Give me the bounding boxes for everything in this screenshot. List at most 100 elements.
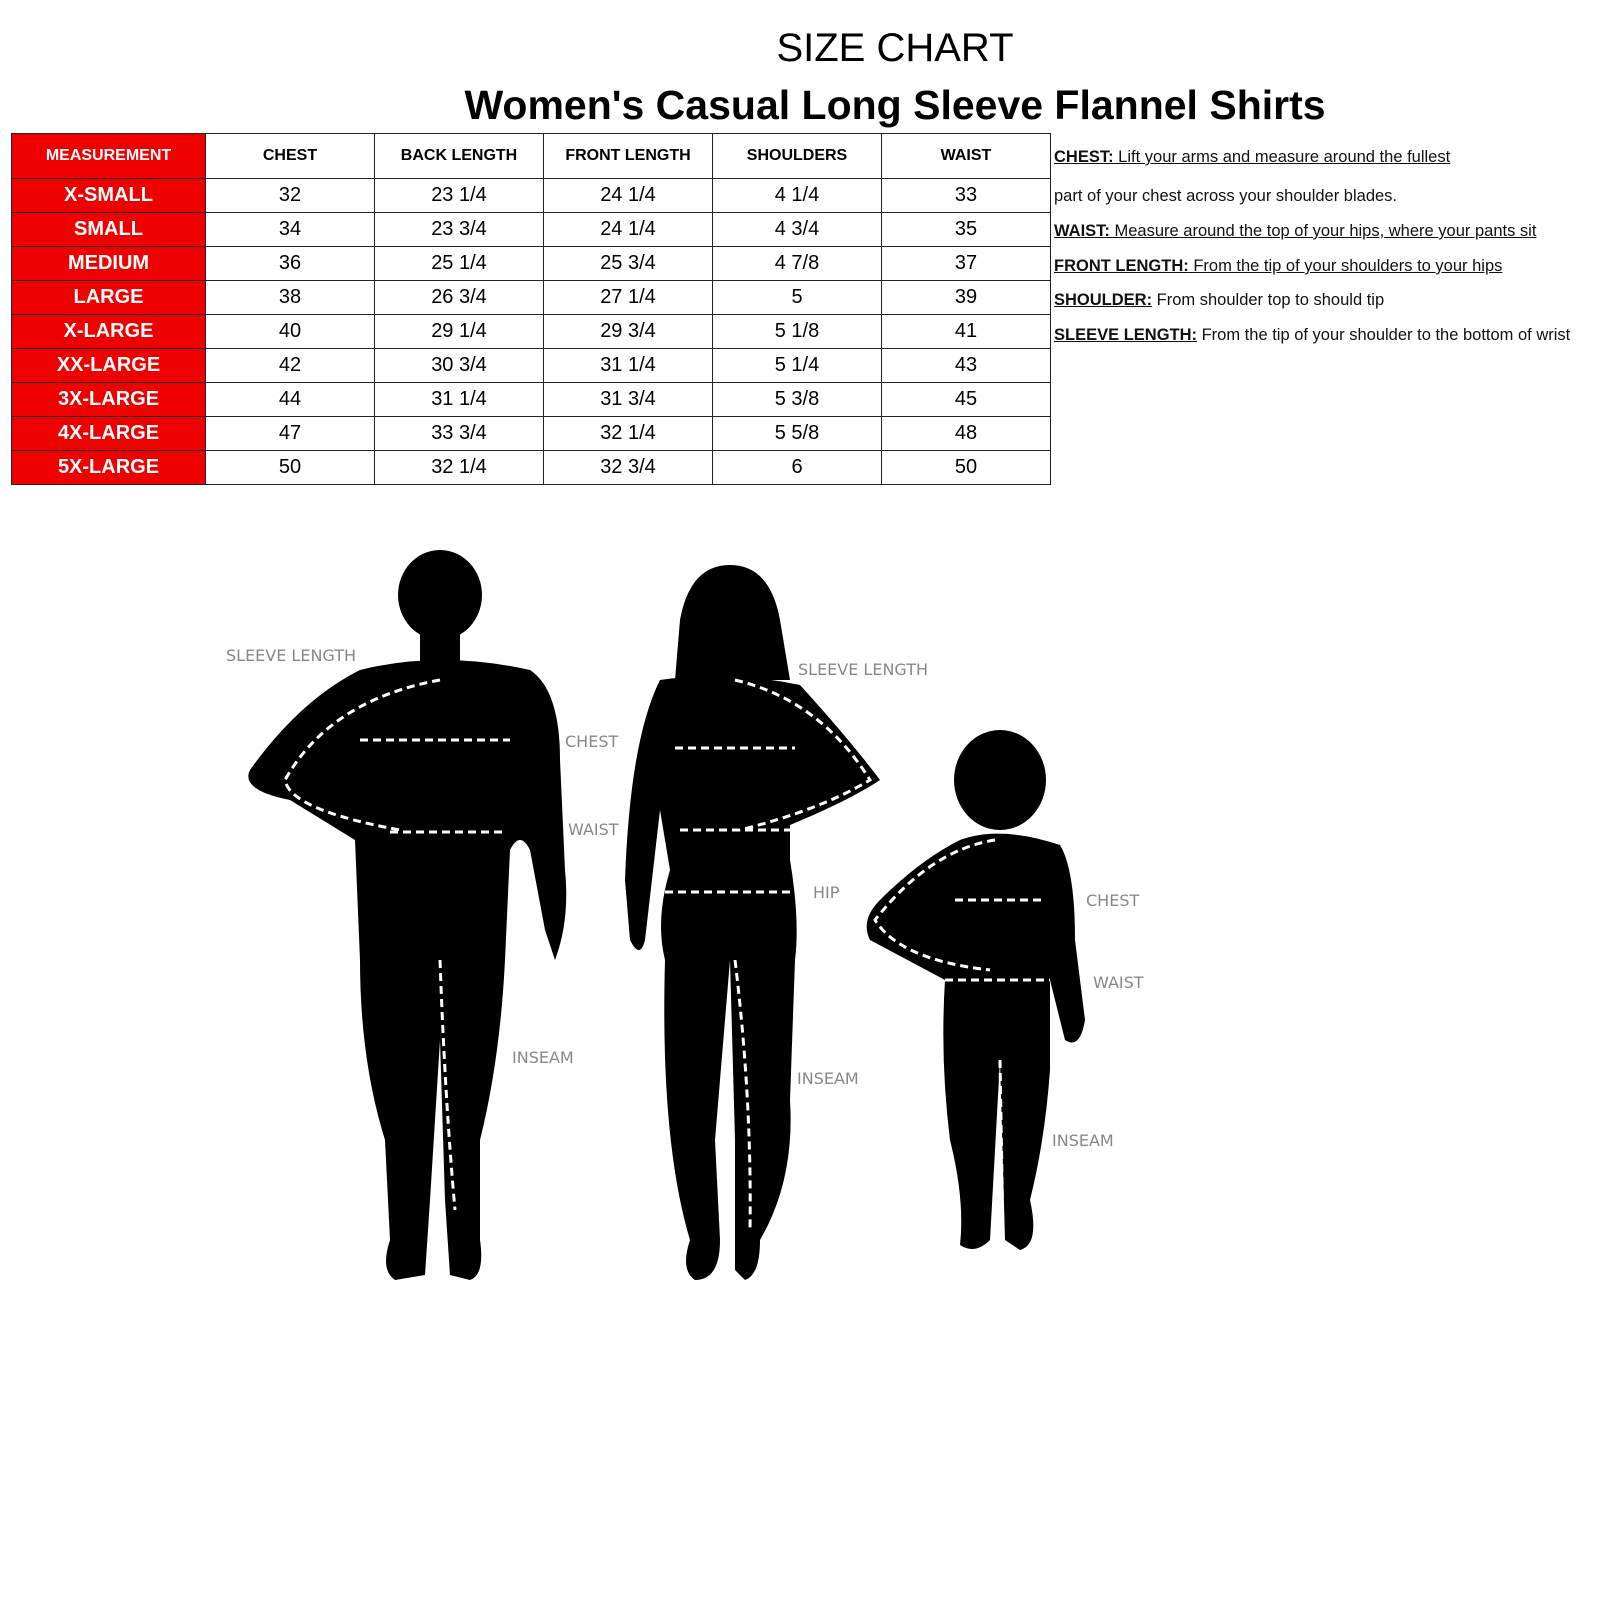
note-text: From the tip of your shoulder to the bot… xyxy=(1197,326,1571,344)
measurement-cell: 50 xyxy=(881,450,1051,485)
woman-silhouette xyxy=(625,565,880,1280)
measurement-cell: 29 3/4 xyxy=(543,314,713,349)
child-silhouette xyxy=(866,730,1085,1250)
note-label: WAIST: xyxy=(1054,222,1110,240)
size-label: X-LARGE xyxy=(11,314,206,349)
table-row: MEDIUM 36 25 1/4 25 3/4 4 7/8 37 xyxy=(11,246,1051,281)
measurement-cell: 40 xyxy=(205,314,375,349)
measurement-cell: 5 1/4 xyxy=(712,348,882,383)
note-sleeve-length: SLEEVE LENGTH: From the tip of your shou… xyxy=(1054,326,1570,345)
label-man-sleeve: SLEEVE LENGTH xyxy=(226,646,356,665)
measurement-dashes xyxy=(283,678,1050,1241)
note-shoulder: SHOULDER: From shoulder top to should ti… xyxy=(1054,291,1384,310)
table-row: 5X-LARGE 50 32 1/4 32 3/4 6 50 xyxy=(11,450,1051,485)
measurement-cell: 33 xyxy=(881,178,1051,213)
note-text: Lift your arms and measure around the fu… xyxy=(1113,148,1451,166)
label-woman-inseam: INSEAM xyxy=(797,1069,859,1088)
measurement-cell: 6 xyxy=(712,450,882,485)
measurement-cell: 4 3/4 xyxy=(712,212,882,247)
label-child-chest: CHEST xyxy=(1086,891,1139,910)
table-row: XX-LARGE 42 30 3/4 31 1/4 5 1/4 43 xyxy=(11,348,1051,383)
note-label: FRONT LENGTH: xyxy=(1054,257,1189,275)
size-table: MEASUREMENT CHEST BACK LENGTH FRONT LENG… xyxy=(11,133,1051,485)
size-label: MEDIUM xyxy=(11,246,206,281)
measurement-cell: 39 xyxy=(881,280,1051,315)
page-subtitle: Women's Casual Long Sleeve Flannel Shirt… xyxy=(464,82,1326,128)
measurement-cell: 32 3/4 xyxy=(543,450,713,485)
measurement-cell: 24 1/4 xyxy=(543,178,713,213)
size-label: XX-LARGE xyxy=(11,348,206,383)
measurement-cell: 5 xyxy=(712,280,882,315)
note-text: Measure around the top of your hips, whe… xyxy=(1109,222,1537,240)
body-measurement-illustration: SLEEVE LENGTH CHEST WAIST INSEAM SLEEVE … xyxy=(226,550,1144,1280)
header-chest: CHEST xyxy=(205,133,375,179)
measurement-cell: 5 3/8 xyxy=(712,382,882,417)
note-chest: CHEST: Lift your arms and measure around… xyxy=(1054,148,1450,167)
measurement-cell: 45 xyxy=(881,382,1051,417)
note-text: part of your chest across your shoulder … xyxy=(1054,187,1398,205)
header-front-length: FRONT LENGTH xyxy=(543,133,713,179)
note-label: SLEEVE LENGTH: xyxy=(1054,326,1198,344)
size-label: SMALL xyxy=(11,212,206,247)
measurement-cell: 23 3/4 xyxy=(374,212,544,247)
note-waist: WAIST: Measure around the top of your hi… xyxy=(1054,222,1536,241)
size-label: LARGE xyxy=(11,280,206,315)
man-silhouette xyxy=(248,550,567,1280)
measurement-cell: 33 3/4 xyxy=(374,416,544,451)
measurement-cell: 25 3/4 xyxy=(543,246,713,281)
table-row: LARGE 38 26 3/4 27 1/4 5 39 xyxy=(11,280,1051,315)
page-title: SIZE CHART xyxy=(776,26,1014,70)
table-row: X-SMALL 32 23 1/4 24 1/4 4 1/4 33 xyxy=(11,178,1051,213)
size-label: 4X-LARGE xyxy=(11,416,206,451)
measurement-cell: 24 1/4 xyxy=(543,212,713,247)
size-label: 5X-LARGE xyxy=(11,450,206,485)
note-front-length: FRONT LENGTH: From the tip of your shoul… xyxy=(1054,257,1502,276)
measurement-cell: 43 xyxy=(881,348,1051,383)
header-waist: WAIST xyxy=(881,133,1051,179)
measurement-cell: 35 xyxy=(881,212,1051,247)
measurement-cell: 48 xyxy=(881,416,1051,451)
measurement-cell: 32 1/4 xyxy=(374,450,544,485)
note-chest-cont: part of your chest across your shoulder … xyxy=(1054,187,1397,206)
measurement-cell: 29 1/4 xyxy=(374,314,544,349)
measurement-cell: 31 3/4 xyxy=(543,382,713,417)
measurement-cell: 42 xyxy=(205,348,375,383)
label-man-chest: CHEST xyxy=(565,732,618,751)
header-back-length: BACK LENGTH xyxy=(374,133,544,179)
measurement-cell: 32 xyxy=(205,178,375,213)
measurement-cell: 26 3/4 xyxy=(374,280,544,315)
measurement-cell: 47 xyxy=(205,416,375,451)
note-label: CHEST: xyxy=(1054,148,1114,166)
label-child-waist: WAIST xyxy=(1093,973,1144,992)
measurement-cell: 5 1/8 xyxy=(712,314,882,349)
measurement-cell: 34 xyxy=(205,212,375,247)
table-row: SMALL 34 23 3/4 24 1/4 4 3/4 35 xyxy=(11,212,1051,247)
measurement-cell: 50 xyxy=(205,450,375,485)
table-row: 3X-LARGE 44 31 1/4 31 3/4 5 3/8 45 xyxy=(11,382,1051,417)
measurement-cell: 36 xyxy=(205,246,375,281)
label-child-inseam: INSEAM xyxy=(1052,1131,1114,1150)
measurement-cell: 44 xyxy=(205,382,375,417)
table-row: X-LARGE 40 29 1/4 29 3/4 5 1/8 41 xyxy=(11,314,1051,349)
measurement-cell: 38 xyxy=(205,280,375,315)
label-woman-hip: HIP xyxy=(813,883,840,902)
measurement-cell: 30 3/4 xyxy=(374,348,544,383)
label-man-inseam: INSEAM xyxy=(512,1048,574,1067)
measurement-cell: 4 7/8 xyxy=(712,246,882,281)
size-label: 3X-LARGE xyxy=(11,382,206,417)
measurement-cell: 25 1/4 xyxy=(374,246,544,281)
header-measurement: MEASUREMENT xyxy=(11,133,206,179)
label-man-waist: WAIST xyxy=(568,820,619,839)
table-row: 4X-LARGE 47 33 3/4 32 1/4 5 5/8 48 xyxy=(11,416,1051,451)
measurement-cell: 4 1/4 xyxy=(712,178,882,213)
header-shoulders: SHOULDERS xyxy=(712,133,882,179)
label-woman-sleeve: SLEEVE LENGTH xyxy=(798,660,928,679)
measurement-cell: 37 xyxy=(881,246,1051,281)
measurement-cell: 27 1/4 xyxy=(543,280,713,315)
note-text: From the tip of your shoulders to your h… xyxy=(1188,257,1503,275)
measurement-cell: 41 xyxy=(881,314,1051,349)
measurement-cell: 32 1/4 xyxy=(543,416,713,451)
measurement-cell: 31 1/4 xyxy=(374,382,544,417)
note-label: SHOULDER: xyxy=(1054,291,1153,309)
measurement-cell: 31 1/4 xyxy=(543,348,713,383)
